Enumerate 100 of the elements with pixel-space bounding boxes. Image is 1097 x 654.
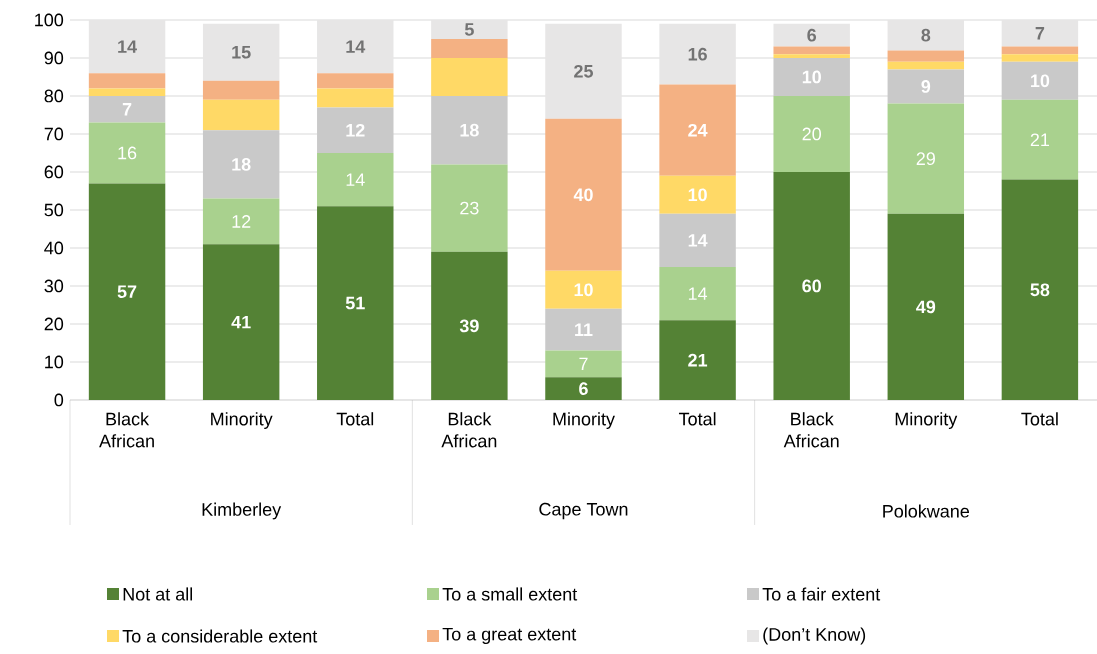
- x-tick-label: Total: [336, 412, 374, 426]
- data-label: 6: [807, 28, 817, 42]
- bar: [1001, 46, 1079, 55]
- bar: [431, 164, 508, 252]
- data-label: 41: [231, 315, 251, 329]
- bar: [431, 20, 508, 39]
- bar: [887, 103, 965, 214]
- y-tick-label: 70: [44, 127, 64, 141]
- bar: [88, 88, 166, 96]
- x-tick-label: Minority: [553, 412, 615, 429]
- data-label: 29: [916, 152, 935, 166]
- bar: [202, 198, 280, 245]
- data-label: 60: [802, 279, 821, 293]
- data-label: 14: [346, 173, 365, 186]
- bar: [887, 50, 965, 62]
- bar: [773, 172, 850, 400]
- y-tick-label: 20: [44, 317, 64, 331]
- y-tick-label: 10: [45, 355, 64, 369]
- y-tick-label: 80: [44, 89, 64, 103]
- bar: [1001, 99, 1079, 180]
- data-label: 23: [460, 201, 479, 215]
- data-label: 5: [464, 23, 474, 36]
- bar: [659, 213, 736, 267]
- bar: [202, 130, 280, 199]
- bar: [431, 96, 508, 165]
- bar: [773, 23, 850, 47]
- y-tick-label: 0: [54, 393, 64, 407]
- data-label: 15: [232, 46, 251, 59]
- data-label: 14: [688, 287, 708, 300]
- bar: [431, 251, 508, 400]
- data-label: 8: [921, 28, 931, 42]
- legend-label: (Don’t Know): [763, 627, 866, 645]
- data-label: 24: [688, 123, 708, 137]
- bar: [202, 23, 280, 81]
- data-label: 12: [232, 215, 251, 228]
- bar: [659, 84, 736, 176]
- bar: [88, 73, 166, 89]
- bar: [317, 107, 394, 153]
- bar: [659, 267, 736, 321]
- x-tick-label: Total: [1021, 412, 1058, 426]
- data-label: 40: [573, 188, 593, 202]
- y-tick-label: 50: [44, 203, 64, 217]
- data-label: 21: [688, 353, 708, 367]
- legend-label: Not at all: [123, 587, 193, 601]
- bar: [887, 61, 965, 70]
- data-label: 51: [345, 296, 365, 310]
- bar: [317, 88, 394, 108]
- x-tick-label: Total: [678, 412, 716, 426]
- bar: [431, 58, 508, 96]
- bar: [545, 118, 622, 271]
- bar: [887, 20, 965, 51]
- bar: [773, 54, 850, 58]
- data-label: 7: [1035, 27, 1045, 40]
- legend-label: To a fair extent: [762, 587, 881, 601]
- text: Polokwane: [883, 504, 970, 518]
- data-label: 21: [1030, 133, 1050, 146]
- bar: [659, 320, 736, 400]
- bar: [202, 244, 280, 400]
- text: Kimberley: [202, 502, 282, 520]
- bar: [545, 270, 622, 309]
- data-label: 58: [1030, 283, 1050, 297]
- x-tick-label: Minority: [895, 412, 958, 429]
- text: Cape Town: [539, 502, 628, 520]
- bar: [1001, 61, 1079, 100]
- bar: [887, 69, 965, 104]
- bar: [773, 58, 850, 96]
- y-tick-label: 30: [44, 279, 64, 293]
- x-tick-label: Black African: [441, 412, 497, 448]
- y-tick-label: 40: [44, 241, 64, 255]
- bar: [431, 39, 508, 58]
- y-tick-label: 90: [44, 51, 64, 65]
- legend-label: To a small extent: [442, 587, 578, 601]
- bar: [1001, 20, 1079, 47]
- bar: [88, 183, 166, 400]
- bar: [317, 20, 394, 74]
- data-label: 6: [579, 382, 588, 395]
- x-tick-label: Minority: [211, 412, 273, 429]
- bar: [1001, 179, 1079, 400]
- bar: [88, 122, 166, 184]
- x-tick-label: Black African: [783, 412, 839, 448]
- data-label: 49: [916, 300, 936, 314]
- data-label: 10: [688, 188, 707, 202]
- bar: [88, 20, 166, 74]
- data-label: 14: [118, 40, 137, 53]
- data-label: 39: [459, 319, 479, 333]
- data-label: 10: [574, 283, 593, 297]
- bar: [202, 99, 280, 131]
- bar: [659, 23, 736, 85]
- y-tick-label: 100: [35, 13, 64, 27]
- bar: [545, 350, 622, 378]
- data-label: 7: [579, 357, 588, 371]
- bar: [317, 206, 394, 400]
- data-label: 25: [574, 64, 593, 78]
- bar: [317, 153, 394, 207]
- data-label: 16: [118, 146, 137, 160]
- bar: [1001, 54, 1079, 62]
- data-label: 57: [117, 285, 137, 298]
- bar: [773, 46, 850, 55]
- data-label: 16: [688, 47, 707, 61]
- bar: [88, 96, 166, 123]
